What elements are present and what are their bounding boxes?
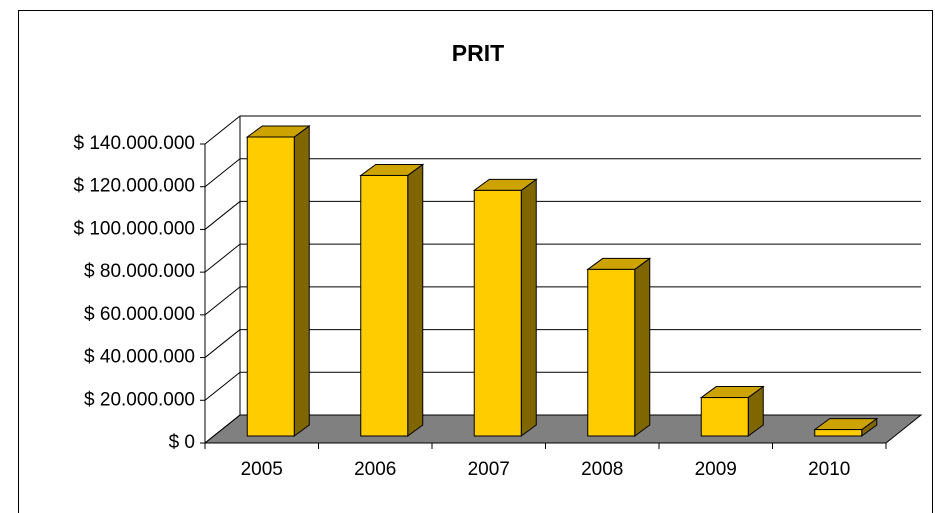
bar xyxy=(360,174,409,437)
x-tick-label: 2010 xyxy=(808,459,850,480)
grid-line xyxy=(204,243,241,273)
chart-title: PRIT xyxy=(452,40,504,66)
x-tick-label: 2008 xyxy=(581,459,623,480)
bar xyxy=(700,397,749,437)
x-tick-label: 2006 xyxy=(354,459,396,480)
bar xyxy=(814,429,863,437)
grid-line xyxy=(204,414,241,444)
bar-side xyxy=(520,178,537,437)
bar-side xyxy=(634,257,651,437)
y-tick-label: $ 40.000.000 xyxy=(84,347,195,368)
floor xyxy=(203,414,923,444)
y-tick-label: $ 60.000.000 xyxy=(84,304,195,325)
y-tick-label: $ 20.000.000 xyxy=(84,389,195,410)
grid-line xyxy=(204,371,241,401)
x-tick-label: 2005 xyxy=(241,459,283,480)
y-tick-label: $ 80.000.000 xyxy=(84,261,195,282)
bar-side xyxy=(407,163,424,437)
grid-line xyxy=(204,115,241,145)
x-tick-label: 2007 xyxy=(468,459,510,480)
grid-line xyxy=(204,329,241,358)
bar xyxy=(473,189,522,437)
x-tick-label: 2009 xyxy=(695,459,737,480)
y-tick-label: $ 0 xyxy=(169,432,195,453)
y-tick-label: $ 140.000.000 xyxy=(73,133,195,154)
grid-line xyxy=(204,286,241,316)
grid-line xyxy=(204,158,241,188)
bar xyxy=(587,268,636,437)
grid-line xyxy=(204,201,241,230)
bar-side xyxy=(293,125,310,437)
y-tick-label: $ 100.000.000 xyxy=(73,218,195,239)
y-tick-label: $ 120.000.000 xyxy=(73,176,195,197)
bar xyxy=(246,136,295,437)
